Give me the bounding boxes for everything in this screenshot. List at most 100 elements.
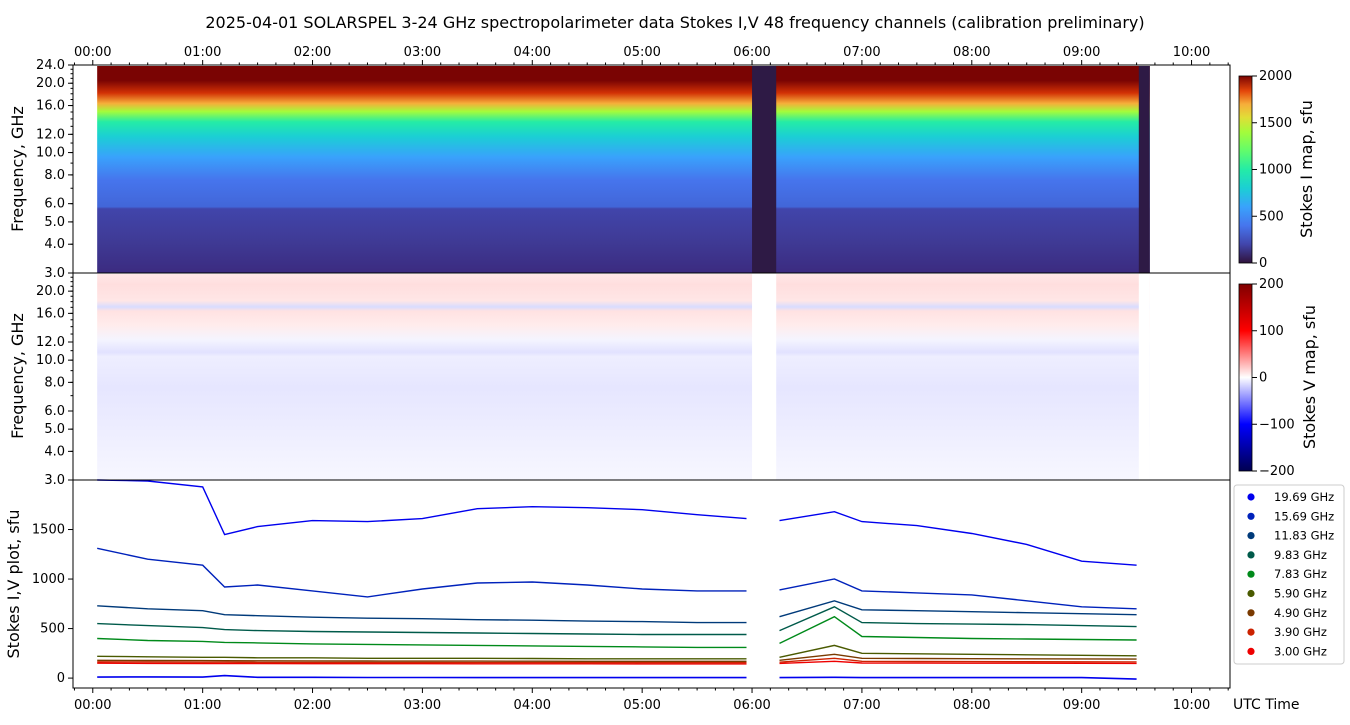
series-line [97,655,747,660]
time-tick-label: 01:00 [184,698,221,713]
freq-tick-label: 24.0 [36,58,65,73]
colorbar-label: Stokes I map, sfu [1297,100,1316,238]
time-tick-label: 09:00 [1063,698,1100,713]
legend-box [1233,484,1345,665]
time-tick-label: 02:00 [294,45,331,60]
freq-tick-label: 4.0 [44,237,65,252]
freq-tick-label: 3.0 [44,266,65,281]
time-tick-label: 08:00 [953,698,990,713]
stokes-v-spectrogram [97,274,1150,480]
sfu-tick-label: 0 [57,671,65,686]
freq-tick-label: 8.0 [44,375,65,390]
colorbar-tick-label: −200 [1259,464,1295,479]
data-gap-overlay [752,274,1150,480]
freq-tick-label: 5.0 [44,422,65,437]
stokes-series-lines [97,479,1137,680]
colorbar-tick-label: 500 [1259,209,1284,224]
series-line [779,657,1137,663]
series-line [779,606,1137,632]
time-tick-label: 06:00 [733,698,770,713]
colorbar-gradient [1238,75,1253,264]
series-line [97,662,747,665]
time-tick-label: 08:00 [953,45,990,60]
time-tick-label: 00:00 [74,698,111,713]
time-tick-label: 07:00 [843,45,880,60]
freq-tick-label: 5.0 [44,215,65,230]
top-time-axis: 00:00 01:00 02:00 03:00 04:00 05:00 06:00 07:00… [74,45,1210,65]
legend-label: 19.69 GHz [1274,490,1334,504]
series-line [97,637,747,649]
series-line [97,622,747,636]
series-line [779,676,1137,680]
series-line [779,615,1137,645]
gap-band [1138,274,1150,480]
time-tick-label: 04:00 [514,45,551,60]
freq-tick-label: 10.0 [36,146,65,161]
series-line [779,600,1137,618]
legend-label: 5.90 GHz [1274,587,1327,601]
colorbar-label: Stokes V map, sfu [1300,305,1319,449]
stokes-v-map-panel: 3.0 4.0 5.0 6.0 8.0 10.0 12.0 16.0 20.0 Frequenc… [8,272,1231,488]
colorbar-gradient [1238,283,1253,472]
time-tick-label: 10:00 [1173,45,1210,60]
colorbar-tick-label: 0 [1259,256,1267,271]
y-axis-label: Frequency, GHz [8,313,27,439]
freq-tick-label: 4.0 [44,444,65,459]
gap-band [752,274,777,480]
series-line [97,659,747,662]
gap-band [1138,66,1150,273]
freq-tick-label: 20.0 [36,284,65,299]
series-line [97,479,747,536]
time-tick-label: 00:00 [74,45,111,60]
legend-marker [1247,589,1255,598]
series-line [779,578,1137,610]
time-tick-label: 03:00 [404,45,441,60]
legend-label: 11.83 GHz [1274,529,1334,543]
legend-marker [1247,609,1255,617]
colorbar-tick-label: 0 [1259,371,1267,386]
y-axis-label: Frequency, GHz [8,106,27,232]
time-minor-ticks [73,62,1229,691]
series-line [779,660,1137,665]
freq-tick-label: 6.0 [44,404,65,419]
colorbar-ticks: −200 −100 0 100 200 [1252,277,1295,479]
legend-marker [1247,551,1255,559]
time-tick-label: 02:00 [294,698,331,713]
time-tick-label: 03:00 [404,698,441,713]
x-axis-label: UTC Time [1233,697,1299,713]
freq-tick-label: 3.0 [44,473,65,488]
legend-marker [1247,647,1255,656]
freq-tick-label: 12.0 [36,127,65,142]
time-tick-label: 06:00 [733,45,770,60]
freq-tick-label: 12.0 [36,335,65,350]
colorbar-tick-label: 1000 [1259,163,1292,178]
series-line [97,661,747,664]
bottom-time-axis: 00:00 01:00 02:00 03:00 04:00 05:00 06:00 07:00… [74,688,1210,713]
freq-tick-label: 20.0 [36,76,65,91]
sfu-tick-label: 1000 [32,572,65,587]
colorbar-tick-label: 200 [1259,277,1284,292]
stokes-v-colorbar: −200 −100 0 100 200 Stokes V map, sfu [1238,277,1319,479]
freq-tick-label: 6.0 [44,197,65,212]
legend-label: 4.90 GHz [1274,606,1327,620]
legend-marker [1247,512,1255,520]
series-legend: 19.69 GHz 15.69 GHz 11.83 GHz 9.83 GHz 7.83 … [1233,484,1345,665]
series-line [779,644,1137,658]
series-line [97,605,747,624]
stokes-i-map-panel: 3.0 4.0 5.0 6.0 8.0 10.0 12.0 16.0 20.0 24.0 Freq… [8,58,1231,281]
legend-label: 9.83 GHz [1274,548,1327,562]
legend-marker [1247,532,1255,540]
colorbar-tick-label: −100 [1259,417,1295,432]
freq-tick-label: 16.0 [36,99,65,114]
legend-marker [1247,493,1255,501]
legend-marker [1247,628,1255,636]
series-line [97,674,747,679]
sfu-ticks: 0 500 1000 1500 [32,523,73,686]
time-tick-label: 09:00 [1063,45,1100,60]
time-tick-label: 05:00 [623,698,660,713]
time-tick-label: 07:00 [843,698,880,713]
series-line [97,547,747,598]
gap-band [752,66,777,273]
series-line [779,653,1137,661]
